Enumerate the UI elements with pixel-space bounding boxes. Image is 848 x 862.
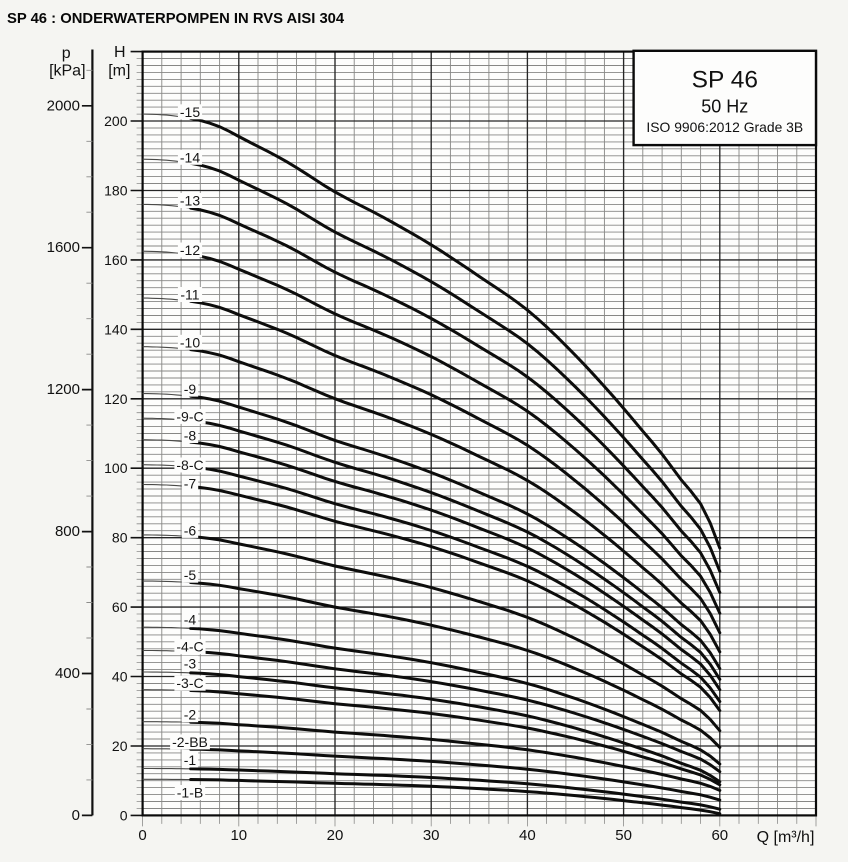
svg-text:120: 120 bbox=[104, 391, 128, 407]
svg-text:-9: -9 bbox=[184, 381, 197, 397]
svg-text:80: 80 bbox=[112, 530, 128, 546]
svg-text:1600: 1600 bbox=[47, 239, 80, 256]
svg-text:-8: -8 bbox=[184, 428, 197, 444]
svg-text:-9-C: -9-C bbox=[176, 408, 203, 424]
svg-text:20: 20 bbox=[327, 827, 344, 844]
svg-text:60: 60 bbox=[711, 827, 728, 844]
svg-text:100: 100 bbox=[104, 460, 128, 476]
svg-text:-3-C: -3-C bbox=[176, 675, 203, 691]
svg-text:160: 160 bbox=[104, 252, 128, 268]
svg-text:50 Hz: 50 Hz bbox=[701, 97, 748, 117]
svg-text:ISO 9906:2012 Grade 3B: ISO 9906:2012 Grade 3B bbox=[646, 119, 803, 135]
svg-text:180: 180 bbox=[104, 182, 128, 198]
svg-text:-7: -7 bbox=[184, 476, 197, 492]
svg-text:[kPa]: [kPa] bbox=[49, 62, 85, 79]
svg-text:0: 0 bbox=[120, 807, 128, 823]
svg-text:140: 140 bbox=[104, 321, 128, 337]
svg-text:-12: -12 bbox=[180, 242, 200, 258]
svg-text:-1: -1 bbox=[184, 752, 197, 768]
svg-text:-1-B: -1-B bbox=[177, 785, 203, 801]
svg-text:-14: -14 bbox=[180, 149, 200, 165]
svg-text:-4: -4 bbox=[184, 612, 197, 628]
svg-text:-13: -13 bbox=[180, 193, 200, 209]
svg-text:Q [m³/h]: Q [m³/h] bbox=[757, 829, 815, 846]
svg-text:-10: -10 bbox=[180, 334, 200, 350]
svg-text:SP 46: SP 46 bbox=[692, 67, 758, 94]
svg-text:0: 0 bbox=[138, 827, 146, 844]
svg-text:60: 60 bbox=[112, 599, 128, 615]
svg-text:[m]: [m] bbox=[108, 62, 130, 79]
svg-text:-2: -2 bbox=[184, 707, 197, 723]
svg-text:-8-C: -8-C bbox=[176, 457, 203, 473]
svg-text:-2-BB: -2-BB bbox=[172, 734, 208, 750]
svg-text:1200: 1200 bbox=[47, 381, 80, 398]
svg-text:p: p bbox=[62, 45, 71, 62]
svg-text:30: 30 bbox=[423, 827, 440, 844]
svg-text:40: 40 bbox=[112, 669, 128, 685]
svg-text:50: 50 bbox=[615, 827, 632, 844]
svg-text:-3: -3 bbox=[184, 655, 197, 671]
svg-text:20: 20 bbox=[112, 738, 128, 754]
svg-text:H: H bbox=[114, 44, 126, 61]
svg-text:-15: -15 bbox=[180, 104, 200, 120]
svg-text:10: 10 bbox=[230, 827, 247, 844]
svg-text:2000: 2000 bbox=[47, 97, 80, 114]
svg-text:40: 40 bbox=[519, 827, 536, 844]
svg-text:0: 0 bbox=[72, 807, 80, 824]
svg-text:400: 400 bbox=[55, 665, 80, 682]
svg-text:-6: -6 bbox=[184, 522, 197, 538]
svg-text:-5: -5 bbox=[184, 567, 197, 583]
svg-text:200: 200 bbox=[104, 113, 128, 129]
svg-text:800: 800 bbox=[55, 523, 80, 540]
svg-text:-4-C: -4-C bbox=[176, 639, 203, 655]
svg-text:-11: -11 bbox=[180, 287, 199, 303]
